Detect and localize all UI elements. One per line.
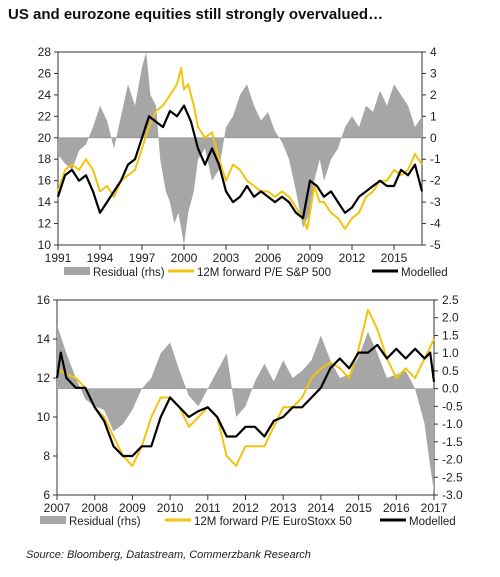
forward-pe-line (57, 67, 423, 230)
x-tick-label: 2012 (232, 501, 259, 515)
y-right-tick-label: 0.0 (442, 382, 459, 396)
y-right-tick-label: -4 (430, 217, 441, 231)
y-right-tick-label: -2.5 (442, 470, 463, 484)
y-left-tick-label: 10 (38, 238, 52, 252)
y-left-tick-label: 10 (37, 410, 51, 424)
legend-label: Residual (rhs) (93, 267, 165, 279)
y-right-tick-label: 3 (430, 66, 437, 80)
y-left-tick-label: 14 (38, 195, 52, 209)
y-left-tick-label: 12 (37, 371, 51, 385)
y-right-tick-label: -3 (430, 195, 441, 209)
legend-swatch-residual (64, 267, 90, 275)
x-tick-label: 2006 (255, 251, 282, 265)
y-right-tick-label: 4 (430, 45, 437, 59)
y-right-tick-label: 1.5 (442, 328, 459, 342)
x-tick-label: 2015 (381, 251, 408, 265)
legend-swatch-residual (40, 516, 66, 524)
x-tick-label: 2012 (339, 251, 366, 265)
legend-label: Modelled (401, 267, 448, 279)
y-right-tick-label: -5 (430, 238, 441, 252)
y-left-tick-label: 20 (38, 131, 52, 145)
residual-area (58, 52, 422, 245)
x-tick-label: 2009 (297, 251, 324, 265)
x-tick-label: 2008 (81, 501, 108, 515)
modelled-line (55, 343, 436, 458)
source-note: Source: Bloomberg, Datastream, Commerzba… (26, 549, 311, 561)
y-right-tick-label: 2.0 (442, 311, 459, 325)
y-right-tick-label: -1.0 (442, 417, 463, 431)
y-left-tick-label: 26 (38, 66, 52, 80)
y-left-tick-label: 12 (38, 217, 52, 231)
legend-label: Residual (rhs) (69, 516, 141, 528)
x-tick-label: 2014 (308, 501, 335, 515)
y-right-tick-label: 2 (430, 88, 437, 102)
x-tick-label: 2007 (44, 501, 71, 515)
y-right-tick-label: -3.0 (442, 488, 463, 502)
x-tick-label: 2003 (213, 251, 240, 265)
y-right-tick-label: -0.5 (442, 399, 463, 413)
x-tick-label: 2013 (270, 501, 297, 515)
legend-label: Modelled (409, 516, 456, 528)
y-right-tick-label: 1.0 (442, 346, 459, 360)
forward-pe-line (56, 308, 435, 467)
x-tick-label: 2009 (119, 501, 146, 515)
modelled-line (56, 104, 424, 220)
y-right-tick-label: -1.5 (442, 435, 463, 449)
x-tick-label: 2016 (383, 501, 410, 515)
x-tick-label: 1991 (45, 251, 72, 265)
y-right-tick-label: -1 (430, 152, 441, 166)
x-tick-label: 2015 (345, 501, 372, 515)
x-tick-label: 2000 (171, 251, 198, 265)
y-right-tick-label: 0 (430, 131, 437, 145)
legend-label: 12M forward P/E S&P 500 (197, 267, 331, 279)
legend-label: 12M forward P/E EuroStoxx 50 (194, 516, 352, 528)
y-right-tick-label: -2.0 (442, 453, 463, 467)
y-right-tick-label: 0.5 (442, 364, 459, 378)
plot-frame (57, 51, 423, 246)
y-left-tick-label: 14 (37, 332, 51, 346)
residual-area (57, 324, 434, 492)
y-left-tick-label: 22 (38, 109, 52, 123)
x-tick-label: 2017 (421, 501, 448, 515)
chart-eurozone: 6 8 10 12 14 16 -3.0 -2.5 -2.0 -1.5 -1.0 -0.5 0.0 0.5… (37, 293, 463, 528)
y-right-tick-label: -2 (430, 174, 441, 188)
x-tick-label: 2010 (157, 501, 184, 515)
y-left-tick-label: 28 (38, 45, 52, 59)
y-right-tick-label: 2.5 (442, 293, 459, 307)
x-tick-label: 1994 (87, 251, 114, 265)
y-left-tick-label: 6 (43, 488, 50, 502)
y-right-tick-label: 1 (430, 109, 437, 123)
y-left-tick-label: 8 (43, 449, 50, 463)
y-left-tick-label: 16 (38, 174, 52, 188)
x-tick-label: 2011 (195, 501, 221, 515)
y-left-tick-label: 16 (37, 293, 51, 307)
y-left-tick-label: 24 (38, 88, 52, 102)
y-left-tick-label: 18 (38, 152, 52, 166)
x-tick-label: 1997 (129, 251, 156, 265)
page-title: US and eurozone equities still strongly … (8, 6, 384, 23)
